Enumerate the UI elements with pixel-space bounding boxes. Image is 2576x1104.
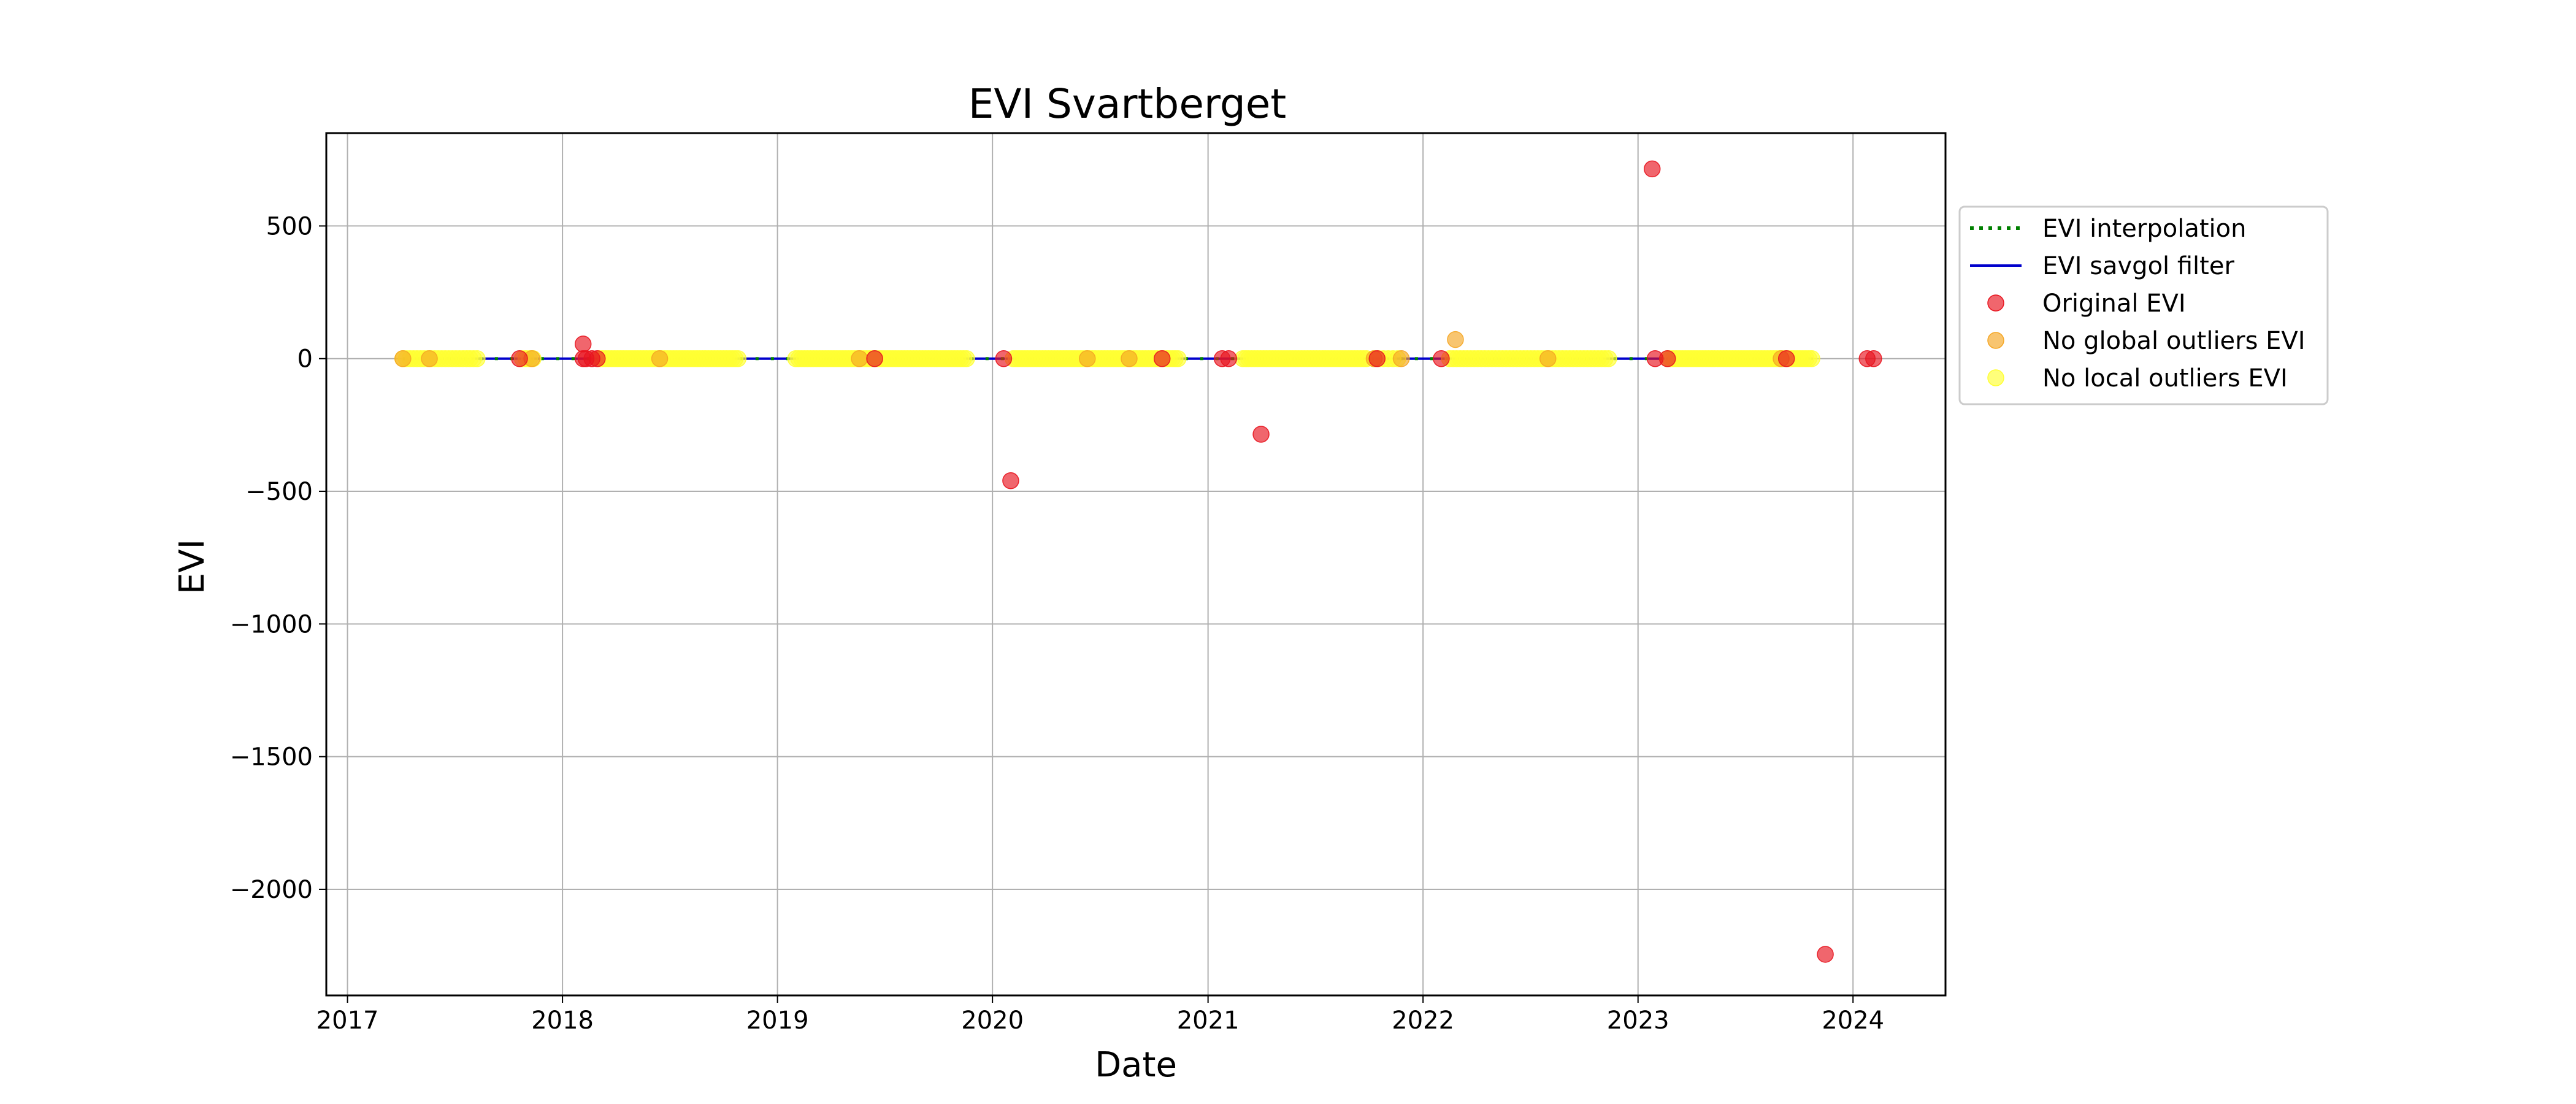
x-tick-label: 2017 — [316, 1006, 379, 1035]
legend-marker — [1987, 294, 2004, 312]
x-tick-label: 2021 — [1177, 1006, 1240, 1035]
data-point — [511, 350, 528, 367]
data-point — [1658, 350, 1676, 367]
y-tick-label: −1500 — [230, 743, 313, 772]
x-tick-label: 2022 — [1392, 1006, 1454, 1035]
x-tick-label: 2024 — [1822, 1006, 1884, 1035]
x-tick-label: 2019 — [746, 1006, 809, 1035]
plot-frame — [325, 132, 1947, 997]
legend-label: No global outliers EVI — [2042, 327, 2306, 355]
x-tick-label: 2020 — [961, 1006, 1024, 1035]
x-axis-label: Date — [1095, 1045, 1177, 1085]
legend-box — [1958, 205, 2329, 405]
series-0 — [511, 160, 1882, 963]
data-point — [1220, 350, 1238, 367]
y-tick-label: 500 — [266, 212, 313, 240]
data-point — [1368, 350, 1386, 367]
y-tick-label: 0 — [297, 345, 313, 374]
y-axis-label: EVI — [172, 539, 212, 594]
data-point — [1079, 350, 1096, 367]
data-point — [1600, 350, 1617, 367]
data-point — [995, 350, 1013, 367]
data-point — [1447, 331, 1464, 348]
legend-label: Original EVI — [2042, 289, 2186, 318]
data-point — [574, 335, 592, 353]
data-point — [469, 350, 486, 367]
data-point — [958, 350, 975, 367]
series-points — [394, 160, 1882, 963]
y-axis: 500 0 −500 −1000 −1500 −2000 — [230, 212, 326, 904]
x-tick-label: 2018 — [531, 1006, 594, 1035]
data-point — [1153, 350, 1171, 367]
legend-marker — [1987, 369, 2004, 386]
data-point — [1169, 350, 1187, 367]
data-point — [421, 350, 438, 367]
data-point — [1121, 350, 1138, 367]
data-point — [1865, 350, 1882, 367]
data-point — [1252, 426, 1270, 443]
data-point — [1817, 946, 1834, 963]
legend-label: No local outliers EVI — [2042, 364, 2288, 393]
data-point — [394, 350, 412, 367]
data-point — [1643, 160, 1661, 178]
data-point — [1777, 350, 1795, 367]
series-2 — [394, 350, 1820, 367]
y-tick-label: −1000 — [230, 610, 313, 638]
data-point — [1803, 350, 1820, 367]
y-tick-label: −500 — [245, 478, 313, 506]
legend-marker — [1987, 332, 2004, 349]
data-point — [1392, 350, 1410, 367]
legend-label: EVI interpolation — [2042, 215, 2246, 243]
data-point — [1002, 472, 1019, 489]
legend-label: EVI savgol filter — [2042, 252, 2234, 280]
data-point — [651, 350, 669, 367]
data-point — [851, 350, 868, 367]
data-point — [1433, 350, 1450, 367]
data-point — [866, 350, 883, 367]
data-point — [729, 350, 747, 367]
chart-title: EVI Svartberget — [968, 80, 1287, 128]
plot-background — [326, 133, 1945, 995]
data-point — [589, 350, 606, 367]
y-tick-label: −2000 — [230, 876, 313, 904]
data-point — [1539, 350, 1557, 367]
plot-area — [325, 132, 1947, 997]
legend: EVI interpolation EVI savgol filter Origin… — [1958, 205, 2329, 405]
x-tick-label: 2023 — [1607, 1006, 1669, 1035]
x-axis: 2017 2018 2019 2020 2021 2022 2023 2024 — [316, 995, 1884, 1035]
